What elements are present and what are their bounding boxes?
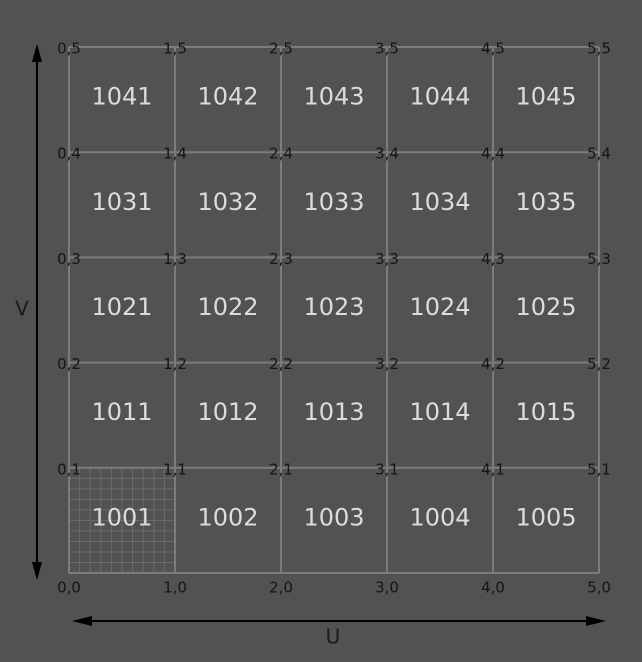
corner-label: 0,4	[57, 145, 81, 163]
tile-label: 1041	[91, 83, 152, 111]
tile-label: 1044	[409, 83, 470, 111]
fine-grid	[69, 467, 175, 573]
corner-label: 1,3	[163, 250, 187, 268]
corner-label: 5,1	[587, 460, 611, 478]
tile-label: 1023	[303, 293, 364, 321]
corner-label: 5,3	[587, 250, 611, 268]
tile-label: 1033	[303, 188, 364, 216]
corner-label: 0,3	[57, 250, 81, 268]
tile-label: 1001	[91, 503, 152, 531]
tile-label: 1011	[91, 398, 152, 426]
v-axis-label: V	[15, 297, 29, 321]
u-arrow	[72, 616, 606, 626]
tile-label: 1022	[197, 293, 258, 321]
corner-label: 0,0	[57, 579, 81, 597]
tile-label: 1043	[303, 83, 364, 111]
corner-label: 4,1	[481, 460, 505, 478]
tile-label: 1031	[91, 188, 152, 216]
tile-label: 1014	[409, 398, 470, 426]
corner-label: 5,2	[587, 355, 611, 373]
corner-label: 2,2	[269, 355, 293, 373]
v-arrow	[32, 44, 42, 580]
corner-label: 2,5	[269, 40, 293, 58]
tile-label: 1035	[515, 188, 576, 216]
tile-label: 1032	[197, 188, 258, 216]
u-axis-label: U	[326, 625, 341, 649]
tile-label: 1015	[515, 398, 576, 426]
corner-label: 2,1	[269, 460, 293, 478]
tile-label: 1004	[409, 503, 470, 531]
corner-label: 2,0	[269, 579, 293, 597]
corner-label: 1,4	[163, 145, 187, 163]
tile-label: 1002	[197, 503, 258, 531]
corner-label: 5,4	[587, 145, 611, 163]
corner-label: 4,4	[481, 145, 505, 163]
tile-label: 1003	[303, 503, 364, 531]
tile-label: 1024	[409, 293, 470, 321]
corner-label: 4,5	[481, 40, 505, 58]
corner-label: 5,5	[587, 40, 611, 58]
corner-label: 0,2	[57, 355, 81, 373]
tile-label: 1025	[515, 293, 576, 321]
corner-label: 3,3	[375, 250, 399, 268]
corner-label: 1,1	[163, 460, 187, 478]
corner-label: 1,2	[163, 355, 187, 373]
corner-label: 3,2	[375, 355, 399, 373]
corner-label: 3,0	[375, 579, 399, 597]
tile-label: 1045	[515, 83, 576, 111]
corner-label: 1,0	[163, 579, 187, 597]
corner-label: 3,5	[375, 40, 399, 58]
tile-label: 1013	[303, 398, 364, 426]
tile-label: 1005	[515, 503, 576, 531]
corner-label: 3,4	[375, 145, 399, 163]
tile-label: 1034	[409, 188, 470, 216]
corner-label: 3,1	[375, 460, 399, 478]
tile-grid	[68, 46, 600, 574]
corner-label: 2,3	[269, 250, 293, 268]
corner-label: 4,0	[481, 579, 505, 597]
corner-label: 2,4	[269, 145, 293, 163]
tile-label: 1012	[197, 398, 258, 426]
tile-label: 1021	[91, 293, 152, 321]
corner-label: 1,5	[163, 40, 187, 58]
tile-label: 1042	[197, 83, 258, 111]
corner-label: 0,1	[57, 460, 81, 478]
corner-label: 5,0	[587, 579, 611, 597]
corner-label: 4,3	[481, 250, 505, 268]
corner-label: 0,5	[57, 40, 81, 58]
corner-label: 4,2	[481, 355, 505, 373]
